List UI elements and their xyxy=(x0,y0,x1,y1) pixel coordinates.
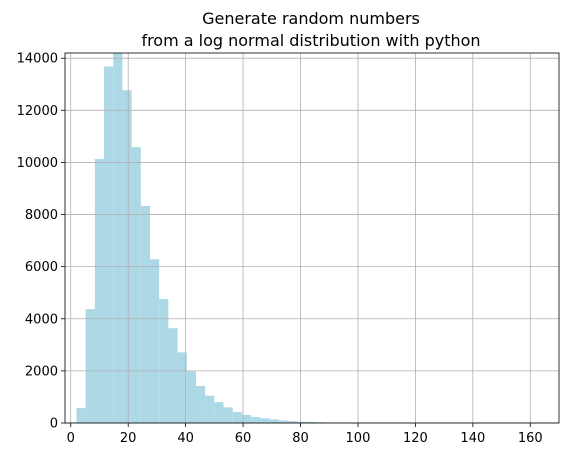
histogram-bar xyxy=(113,53,123,423)
x-tick-label: 20 xyxy=(120,431,137,446)
x-tick-label: 140 xyxy=(460,431,485,446)
histogram-bar xyxy=(76,407,86,423)
histogram-bar xyxy=(205,395,215,423)
y-axis-ticks: 0 2000 4000 6000 8000 10000 12000 14000 xyxy=(17,52,65,432)
x-tick-label: 160 xyxy=(518,431,543,446)
histogram-bar xyxy=(85,309,95,423)
y-tick-label: 12000 xyxy=(17,104,58,119)
histogram-bar xyxy=(241,414,252,423)
histogram-bar xyxy=(214,402,224,423)
histogram-bar xyxy=(177,352,187,423)
y-tick-label: 4000 xyxy=(25,312,58,327)
histogram-bar xyxy=(297,421,307,423)
histogram-bar xyxy=(287,421,298,423)
histogram-bar xyxy=(278,420,288,423)
plot-frame xyxy=(64,52,560,424)
x-tick-label: 100 xyxy=(346,431,371,446)
histogram-bar xyxy=(150,259,160,423)
histogram-bar xyxy=(140,205,151,423)
x-tick-label: 40 xyxy=(177,431,194,446)
chart-title-line-1: Generate random numbers xyxy=(202,9,420,28)
y-tick-label: 2000 xyxy=(25,364,58,379)
histogram-bar xyxy=(186,371,196,423)
histogram-bars xyxy=(76,53,527,424)
histogram-bar xyxy=(269,419,279,423)
x-tick-label: 60 xyxy=(235,431,252,446)
histogram-bar xyxy=(94,159,105,423)
histogram-bar xyxy=(159,298,169,423)
histogram-bar xyxy=(131,147,141,423)
histogram-bar xyxy=(223,407,233,423)
axes xyxy=(64,52,560,424)
histogram-bar xyxy=(195,386,206,423)
histogram-bar xyxy=(232,412,242,423)
y-tick-label: 8000 xyxy=(25,208,58,223)
y-tick-label: 0 xyxy=(50,417,58,432)
y-tick-label: 14000 xyxy=(17,52,58,67)
x-tick-label: 0 xyxy=(67,431,75,446)
histogram-bar xyxy=(260,418,270,423)
y-tick-label: 6000 xyxy=(25,260,58,275)
y-tick-label: 10000 xyxy=(17,156,58,171)
histogram-bar xyxy=(306,421,316,423)
histogram-bar xyxy=(122,90,132,424)
x-tick-label: 120 xyxy=(403,431,428,446)
histogram-bar xyxy=(104,66,114,424)
histogram-bar xyxy=(168,328,178,423)
x-tick-label: 80 xyxy=(292,431,309,446)
histogram-bar xyxy=(251,417,261,423)
chart-title-line-2: from a log normal distribution with pyth… xyxy=(141,31,480,50)
x-axis-ticks: 0 20 40 60 80 100 120 140 160 xyxy=(67,423,543,446)
grid-lines xyxy=(65,53,559,424)
